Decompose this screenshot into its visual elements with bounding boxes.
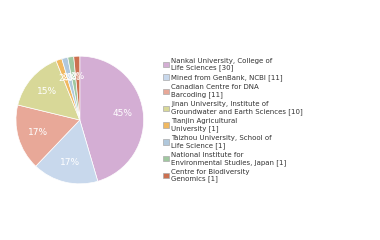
Text: 2%: 2% (71, 72, 85, 81)
Text: 2%: 2% (62, 73, 77, 82)
Text: 2%: 2% (66, 72, 81, 82)
Wedge shape (68, 56, 80, 120)
Legend: Nankai University, College of
Life Sciences [30], Mined from GenBank, NCBI [11],: Nankai University, College of Life Scien… (163, 58, 303, 182)
Wedge shape (16, 105, 80, 166)
Wedge shape (62, 57, 80, 120)
Text: 15%: 15% (37, 87, 57, 96)
Wedge shape (74, 56, 80, 120)
Wedge shape (18, 61, 80, 120)
Text: 2%: 2% (59, 74, 73, 84)
Text: 45%: 45% (113, 109, 133, 118)
Wedge shape (56, 59, 80, 120)
Wedge shape (80, 56, 144, 181)
Wedge shape (36, 120, 98, 184)
Text: 17%: 17% (28, 128, 48, 137)
Text: 17%: 17% (60, 158, 80, 167)
